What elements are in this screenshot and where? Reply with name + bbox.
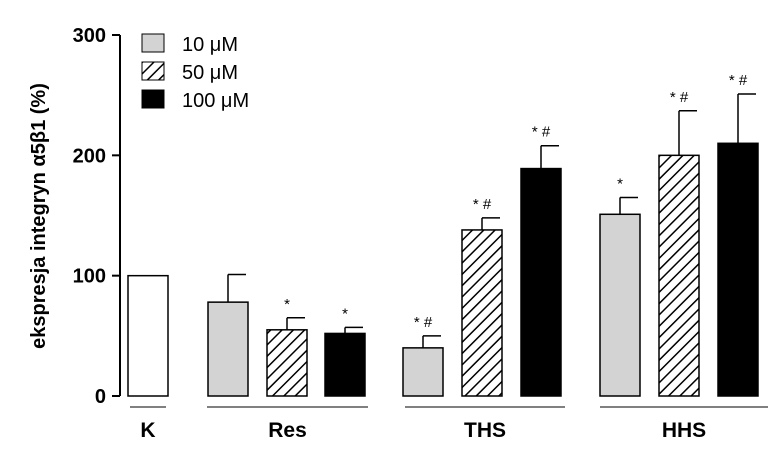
legend-label-50um: 50 μM (182, 62, 238, 84)
bar-ths-50m (461, 229, 503, 397)
bar-hhs-50m (658, 154, 700, 397)
significance-label: * (284, 296, 290, 313)
significance-label: * # (473, 196, 492, 213)
group-label-ths: THS (464, 419, 506, 442)
bar-ths-10m (402, 347, 444, 397)
significance-label: * # (414, 314, 433, 331)
significance-label: * (342, 305, 348, 322)
y-tick-label: 300 (73, 25, 106, 47)
group-label-k: K (140, 419, 155, 442)
bar-k-control (127, 274, 169, 397)
y-tick-label: 200 (73, 145, 106, 167)
bar-hhs-100m (717, 142, 759, 397)
legend: 10 μM 50 μM 100 μM (141, 33, 249, 112)
significance-label: * # (532, 124, 551, 141)
legend-swatch-10um (141, 33, 165, 53)
legend-label-10um: 10 μM (182, 34, 238, 56)
y-axis-title: ekspresja integryn α5β1 (%) (28, 83, 50, 349)
bar-res-50m (266, 329, 308, 397)
significance-label: * # (670, 89, 689, 106)
legend-label-100um: 100 μM (182, 90, 249, 112)
significance-label: * (617, 175, 623, 192)
y-tick-label: 100 (73, 266, 106, 288)
significance-label: * # (729, 72, 748, 89)
group-label-res: Res (268, 419, 307, 442)
bar-ths-100m (520, 167, 562, 397)
group-label-hhs: HHS (662, 419, 706, 442)
bar-res-100m (324, 332, 366, 397)
y-tick-label: 0 (95, 386, 106, 408)
legend-swatch-50um (141, 61, 165, 81)
legend-swatch-100um (141, 89, 165, 109)
bar-hhs-10m (599, 213, 641, 397)
bar-res-10m (207, 301, 249, 397)
